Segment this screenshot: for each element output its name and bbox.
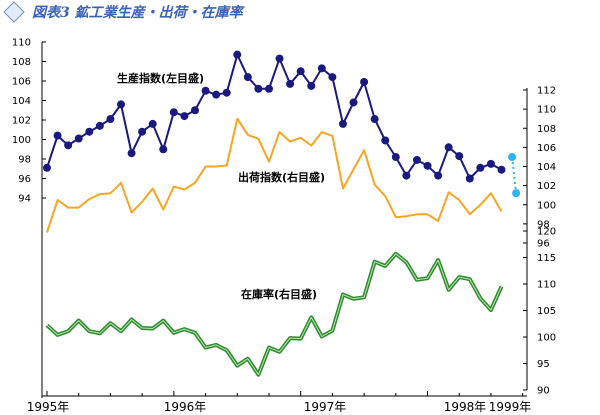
ytick-label-shipments: 100	[537, 200, 556, 211]
xtick-label: 1996年	[164, 400, 207, 414]
data-point-production	[243, 73, 252, 82]
data-point-production	[64, 141, 73, 150]
ytick-label-shipments: 112	[537, 86, 556, 97]
data-point-production	[317, 64, 326, 73]
ytick-label-production: 102	[12, 116, 31, 127]
ytick-label-inventory: 95	[537, 359, 550, 370]
series-line-shipments	[46, 117, 503, 233]
data-point-production	[286, 79, 295, 88]
chart-title: 図表3 鉱工業生産・出荷・在庫率	[32, 4, 246, 21]
ytick-label-shipments: 96	[537, 239, 550, 250]
series-label-production: 生産指数(左目盛)	[117, 71, 204, 85]
data-point-production	[74, 134, 83, 143]
ytick-label-production: 108	[12, 57, 31, 68]
data-point-production	[95, 121, 104, 130]
data-point-production	[391, 153, 400, 162]
data-point-production	[190, 106, 199, 115]
projection-point	[512, 189, 521, 198]
diamond-icon	[3, 1, 25, 23]
data-point-production	[455, 152, 464, 161]
data-point-production	[349, 98, 358, 107]
xtick-label: 1995年	[27, 400, 70, 414]
ytick-label-production: 110	[12, 38, 31, 49]
data-point-production	[212, 90, 221, 99]
ytick-label-production: 96	[18, 174, 31, 185]
series-line-production	[46, 53, 502, 180]
title-group: 図表3 鉱工業生産・出荷・在庫率	[3, 1, 246, 23]
data-point-production	[360, 77, 369, 86]
ytick-label-inventory: 115	[537, 253, 556, 264]
data-point-production	[307, 81, 316, 90]
data-point-production	[338, 119, 347, 128]
ytick-label-shipments: 108	[537, 124, 556, 135]
ytick-label-shipments: 98	[537, 219, 550, 230]
data-point-production	[222, 88, 231, 97]
data-point-production	[465, 174, 474, 183]
data-point-production	[275, 54, 284, 63]
y-tick-labels: 94 96 98 100 102 104 106 108 110 96 98 100 102 104 106…	[12, 38, 556, 397]
data-point-production	[180, 112, 189, 121]
series-inventory	[45, 251, 504, 377]
projection-point	[508, 153, 517, 162]
data-point-production	[53, 131, 62, 140]
data-point-production	[159, 145, 168, 154]
data-point-production	[497, 165, 506, 174]
data-point-production	[254, 84, 263, 93]
data-point-production	[402, 171, 411, 180]
data-point-production	[148, 119, 157, 128]
ytick-label-production: 104	[12, 96, 31, 107]
data-point-production	[476, 163, 485, 172]
series-shipments	[46, 117, 503, 233]
data-point-production	[423, 161, 432, 170]
xtick-label: 1997年	[304, 400, 347, 414]
data-point-production	[264, 84, 273, 93]
x-tick-labels: 1995年 1996年 1997年 1998年 1999年	[27, 400, 532, 414]
xtick-label: 1998年	[444, 400, 487, 414]
data-point-production	[296, 67, 305, 76]
series-line-inventory-highlight	[46, 253, 502, 376]
data-point-production	[444, 143, 453, 152]
ytick-label-inventory: 120	[537, 227, 556, 238]
data-point-production	[370, 115, 379, 124]
ytick-label-inventory: 105	[537, 306, 556, 317]
ytick-label-inventory: 90	[537, 386, 550, 397]
series-label-inventory: 在庫率(右目盛)	[241, 287, 317, 301]
ytick-label-shipments: 110	[537, 105, 556, 116]
series-line-inventory	[45, 251, 504, 377]
data-point-production	[434, 171, 443, 180]
ytick-label-production: 100	[12, 135, 31, 146]
ytick-label-inventory: 100	[537, 333, 556, 344]
data-point-production	[328, 73, 337, 82]
projection-line	[511, 156, 518, 194]
ytick-label-production: 98	[18, 155, 31, 166]
data-point-production	[106, 115, 115, 124]
data-point-production	[43, 163, 51, 172]
data-point-production	[412, 155, 421, 164]
ytick-label-shipments: 104	[537, 162, 556, 173]
tick-marks	[42, 41, 527, 396]
data-point-production	[116, 100, 125, 109]
data-point-production	[138, 127, 147, 136]
data-point-production	[169, 108, 178, 117]
data-point-production	[233, 50, 242, 59]
data-point-production	[201, 86, 210, 95]
data-point-production	[381, 136, 390, 145]
xtick-label: 1999年	[489, 400, 532, 414]
data-point-production	[127, 149, 136, 158]
ytick-label-inventory: 110	[537, 280, 556, 291]
ytick-label-shipments: 102	[537, 181, 556, 192]
series-production	[43, 50, 506, 183]
ytick-label-shipments: 106	[537, 143, 556, 154]
data-point-production	[486, 159, 495, 168]
ytick-label-production: 106	[12, 77, 31, 88]
series-production-projection	[508, 153, 521, 198]
data-point-production	[85, 127, 94, 136]
series-label-shipments: 出荷指数(右目盛)	[238, 170, 325, 184]
ytick-label-production: 94	[18, 194, 31, 205]
